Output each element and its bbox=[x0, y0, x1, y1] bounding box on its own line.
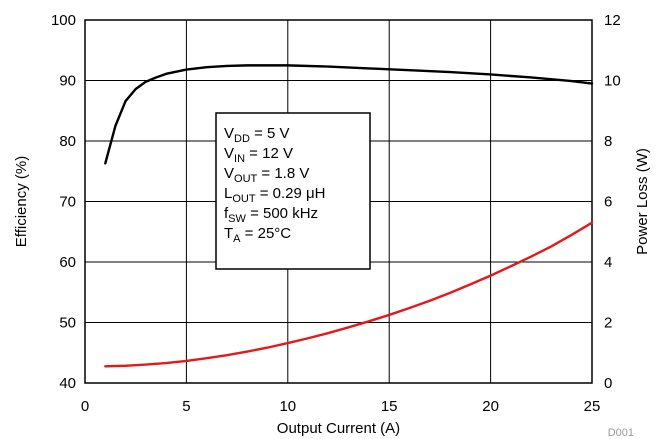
condition-subscript: OUT bbox=[234, 173, 258, 185]
y-right-tick-label: 10 bbox=[604, 73, 621, 90]
x-tick-labels: 0 5 10 15 20 25 bbox=[81, 398, 601, 415]
condition-value: = 1.8 V bbox=[257, 165, 309, 182]
condition-symbol: T bbox=[224, 225, 233, 242]
condition-value: = 0.29 μH bbox=[256, 185, 326, 202]
y-right-tick-label: 2 bbox=[604, 315, 612, 332]
series-layer bbox=[104, 64, 594, 368]
condition-value: = 5 V bbox=[250, 125, 290, 142]
y-left-tick-label: 70 bbox=[59, 194, 76, 211]
y-left-tick-label: 60 bbox=[59, 254, 76, 271]
x-tick-label: 0 bbox=[81, 398, 89, 415]
x-tick-label: 10 bbox=[279, 398, 296, 415]
condition-line: fSW = 500 kHz bbox=[224, 205, 318, 225]
condition-subscript: OUT bbox=[232, 193, 256, 205]
plot-frame bbox=[84, 19, 593, 384]
condition-value: = 25°C bbox=[241, 225, 292, 242]
condition-line: VIN = 12 V bbox=[224, 145, 293, 165]
condition-line: LOUT = 0.29 μH bbox=[224, 185, 326, 205]
condition-line: TA = 25°C bbox=[224, 225, 291, 245]
condition-symbol: V bbox=[224, 145, 234, 162]
condition-symbol: V bbox=[224, 165, 234, 182]
y-right-tick-label: 12 bbox=[604, 12, 621, 29]
condition-symbol: L bbox=[224, 185, 232, 202]
condition-value: = 500 kHz bbox=[246, 205, 318, 222]
y-right-tick-label: 8 bbox=[604, 133, 612, 150]
condition-symbol: f bbox=[224, 205, 229, 222]
y-right-tick-label: 0 bbox=[604, 375, 612, 392]
condition-subscript: IN bbox=[234, 153, 245, 165]
y-left-tick-label: 80 bbox=[59, 133, 76, 150]
condition-line: VDD = 5 V bbox=[224, 125, 290, 145]
condition-subscript: A bbox=[233, 233, 241, 245]
condition-subscript: SW bbox=[228, 213, 246, 225]
y-right-axis-label: Power Loss (W) bbox=[634, 148, 651, 255]
x-tick-label: 20 bbox=[482, 398, 499, 415]
y-left-tick-label: 100 bbox=[51, 12, 76, 29]
y-left-axis-label: Efficiency (%) bbox=[13, 156, 30, 247]
x-axis-label: Output Current (A) bbox=[277, 420, 400, 437]
y-right-tick-label: 4 bbox=[604, 254, 612, 271]
conditions-box-frame bbox=[215, 112, 371, 270]
y-right-tick-labels: 0 2 4 6 8 10 12 bbox=[604, 12, 621, 392]
y-left-tick-label: 50 bbox=[59, 315, 76, 332]
condition-value: = 12 V bbox=[245, 145, 293, 162]
figure-id: D001 bbox=[608, 427, 634, 439]
efficiency-line bbox=[104, 64, 594, 165]
x-tick-label: 25 bbox=[584, 398, 601, 415]
y-left-tick-label: 90 bbox=[59, 73, 76, 90]
power-loss-line bbox=[104, 221, 594, 368]
x-tick-label: 5 bbox=[182, 398, 190, 415]
condition-line: VOUT = 1.8 V bbox=[224, 165, 309, 185]
condition-subscript: DD bbox=[234, 133, 250, 145]
y-left-tick-label: 40 bbox=[59, 375, 76, 392]
y-left-tick-labels: 40 50 60 70 80 90 100 bbox=[51, 12, 76, 392]
condition-symbol: V bbox=[224, 125, 234, 142]
y-right-tick-label: 6 bbox=[604, 194, 612, 211]
x-tick-label: 15 bbox=[381, 398, 398, 415]
